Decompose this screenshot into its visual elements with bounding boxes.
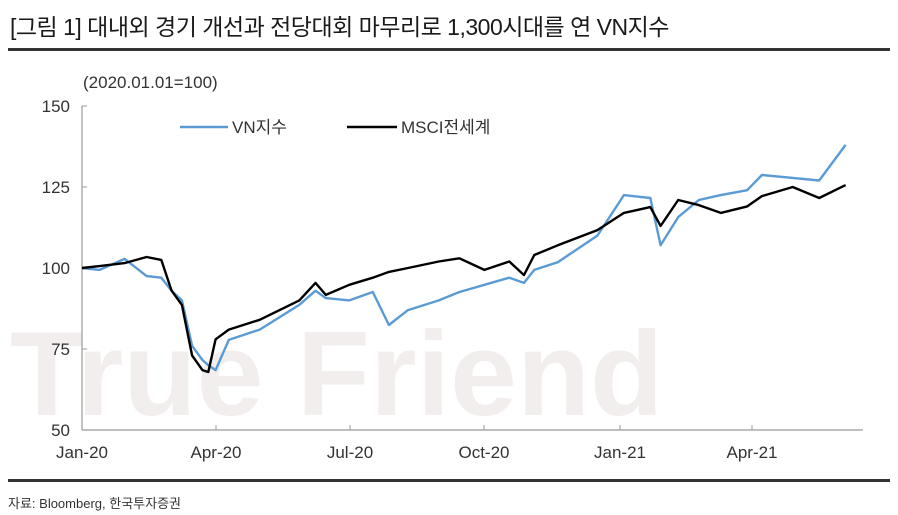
line-chart: True Friend (2020.01.01=100) 150 125 100… xyxy=(10,73,863,462)
figure-title: [그림 1] 대내외 경기 개선과 전당대회 마무리로 1,300시대를 연 V… xyxy=(10,14,669,40)
watermark: True Friend xyxy=(10,307,663,441)
x-tick-label: Jan-20 xyxy=(56,443,108,462)
y-tick-label: 75 xyxy=(51,340,70,359)
x-tick-label: Jul-20 xyxy=(327,443,373,462)
y-tick-label: 100 xyxy=(42,259,70,278)
series-line-msci xyxy=(81,184,847,374)
series-line-vn xyxy=(81,144,847,372)
unit-note: (2020.01.01=100) xyxy=(83,73,218,92)
x-axis: Jan-20 Apr-20 Jul-20 Oct-20 Jan-21 Apr-2… xyxy=(56,425,863,462)
footer-divider xyxy=(8,479,890,482)
legend-label-msci: MSCI전세계 xyxy=(401,118,490,137)
source-note: 자료: Bloomberg, 한국투자증권 xyxy=(8,496,181,511)
x-tick-label: Apr-21 xyxy=(726,443,777,462)
x-tick-label: Apr-20 xyxy=(190,443,241,462)
y-tick-label: 125 xyxy=(42,178,70,197)
title-divider xyxy=(8,48,890,51)
legend: VN지수 MSCI전세계 xyxy=(180,118,490,137)
x-tick-label: Oct-20 xyxy=(458,443,509,462)
y-axis: 150 125 100 75 50 xyxy=(42,97,87,440)
legend-label-vn: VN지수 xyxy=(232,118,287,137)
x-tick-label: Jan-21 xyxy=(594,443,646,462)
y-tick-label: 150 xyxy=(42,97,70,116)
y-tick-label: 50 xyxy=(51,421,70,440)
